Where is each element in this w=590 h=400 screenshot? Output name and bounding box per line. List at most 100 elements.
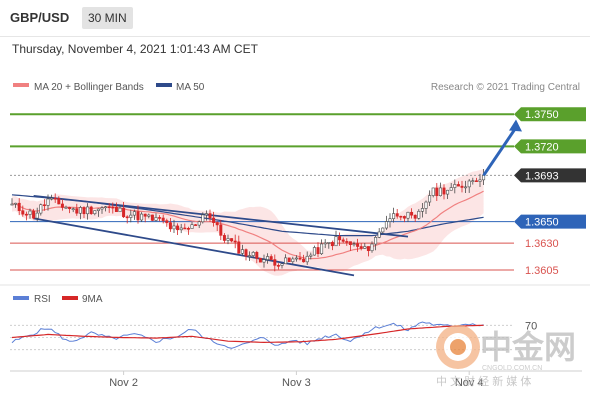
ma20-legend-label: MA 20 + Bollinger Bands — [34, 82, 144, 93]
candle-body — [345, 241, 349, 243]
candle-body — [32, 210, 36, 219]
candle-body — [78, 207, 82, 214]
candle-body — [222, 235, 226, 241]
candle-body — [143, 213, 147, 217]
candle-body — [53, 197, 57, 200]
candle-body — [287, 257, 291, 263]
candle-body — [453, 184, 457, 188]
candle-body — [132, 211, 136, 216]
pivot-level-tag — [514, 214, 586, 229]
candle-body — [384, 221, 388, 229]
candle-body — [122, 207, 126, 218]
candle-body — [330, 242, 334, 247]
candle-body — [96, 208, 100, 211]
rsi-ma-line — [11, 324, 484, 344]
candle-body — [442, 187, 446, 195]
x-tick-label: Nov 3 — [282, 377, 311, 389]
candle-body — [176, 225, 180, 231]
candle-body — [64, 206, 68, 209]
candle-body — [305, 255, 309, 263]
candle-body — [219, 224, 223, 236]
candle-body — [93, 210, 97, 215]
candle-body — [190, 224, 194, 229]
candle-body — [399, 215, 403, 218]
candle-body — [377, 231, 381, 238]
candle-body — [381, 227, 385, 233]
candle-body — [341, 239, 345, 242]
candle-body — [291, 258, 295, 263]
price-panel: 1.3750 1.3720 1.3693 1.3650 1.3630 1.3605 — [10, 107, 586, 277]
candle-body — [118, 207, 122, 213]
support-1-level-label: 1.3630 — [525, 238, 559, 250]
candle-body — [82, 207, 86, 215]
candle-body — [338, 236, 342, 241]
candle-body — [467, 180, 471, 188]
candle-body — [17, 202, 21, 211]
candle-body — [449, 187, 453, 191]
candle-body — [424, 201, 428, 209]
candle-body — [312, 247, 316, 256]
watermark-domain: CNGOLD.COM.CN — [482, 365, 542, 372]
candle-body — [226, 238, 230, 241]
candle-body — [186, 228, 190, 230]
candle-body — [266, 256, 270, 260]
rsi-legend-swatch — [13, 296, 29, 300]
candle-body — [197, 221, 201, 226]
candle-body — [431, 187, 435, 196]
candle-body — [474, 180, 478, 183]
candle-body — [273, 259, 277, 266]
candle-body — [276, 265, 280, 267]
candle-body — [194, 224, 198, 226]
candle-body — [464, 186, 468, 189]
chart-header: GBP/USD 30 MIN — [0, 0, 590, 36]
rsi-level-label: 70 — [525, 320, 537, 332]
candle-body — [136, 211, 140, 221]
timestamp: Thursday, November 4, 2021 1:01:43 AM CE… — [12, 42, 258, 56]
ma50-legend-label: MA 50 — [176, 82, 205, 93]
candle-body — [104, 206, 108, 209]
target-1-level-tag — [514, 139, 586, 154]
candle-body — [111, 206, 115, 209]
candle-body — [140, 213, 144, 221]
header-divider — [0, 36, 590, 37]
time-axis: Nov 2 Nov 3 Nov 4 — [109, 371, 484, 389]
candle-body — [284, 257, 288, 265]
candle-body — [417, 210, 421, 219]
candle-body — [482, 175, 486, 181]
candle-body — [316, 247, 320, 255]
candle-body — [158, 217, 162, 219]
candle-body — [438, 187, 442, 197]
pivot-level-label: 1.3650 — [525, 217, 559, 229]
source-credit: Research © 2021 Trading Central — [431, 82, 580, 93]
candle-body — [21, 210, 25, 215]
watermark-tagline: 中 文 财 经 新 媒 体 — [436, 374, 531, 388]
candle-body — [107, 206, 111, 209]
candle-body — [71, 208, 75, 211]
candle-body — [302, 258, 306, 263]
candle-body — [352, 243, 356, 246]
watermark-coin-center — [450, 339, 466, 355]
rsi-ma-legend-label: 9MA — [82, 294, 103, 305]
candle-body — [208, 213, 212, 219]
candle-body — [428, 195, 432, 203]
target-2-level-label: 1.3750 — [525, 109, 559, 121]
candle-body — [60, 203, 64, 208]
candle-body — [114, 206, 118, 213]
candle-body — [39, 204, 43, 214]
candle-body — [150, 214, 154, 221]
candle-body — [204, 213, 208, 216]
target-arrow-shaft — [482, 126, 518, 177]
x-tick-label: Nov 2 — [109, 377, 138, 389]
candle-body — [413, 214, 417, 219]
bollinger-band-area — [12, 169, 484, 276]
timeframe-badge[interactable]: 30 MIN — [82, 7, 133, 29]
candle-body — [147, 214, 151, 217]
candle-body — [42, 204, 46, 207]
candle-body — [10, 203, 14, 206]
candle-body — [471, 180, 475, 183]
rsi-legend-label: RSI — [34, 294, 51, 305]
candle-body — [478, 179, 482, 182]
candle-body — [363, 246, 367, 249]
candle-body — [456, 184, 460, 187]
